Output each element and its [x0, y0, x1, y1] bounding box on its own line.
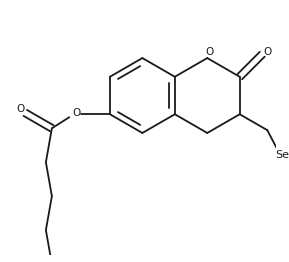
Text: O: O: [205, 47, 213, 57]
Text: O: O: [16, 104, 25, 114]
Text: Se: Se: [275, 150, 289, 161]
Text: O: O: [263, 47, 271, 57]
Text: O: O: [72, 108, 80, 118]
